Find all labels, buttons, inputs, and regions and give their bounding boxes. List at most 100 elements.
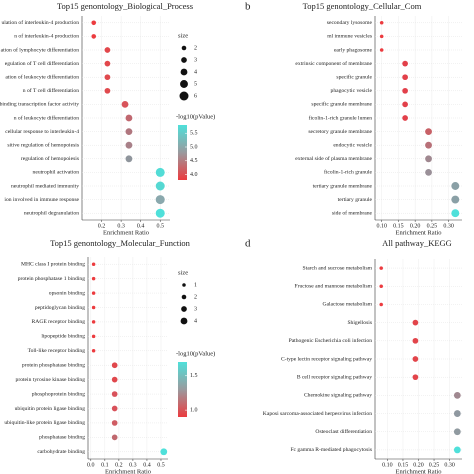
y-tick-label: ation of lymphocyte differentiation	[1, 46, 80, 53]
dot	[451, 209, 460, 218]
size-key	[181, 45, 187, 51]
dot	[91, 320, 96, 324]
y-tick-label: secondary lysosome	[327, 20, 373, 26]
y-tick-label: opsonin binding	[49, 290, 85, 296]
panel-title: Top15 genontology_Molecular_Function	[50, 238, 191, 248]
x-tick-label: 0.10	[376, 223, 387, 229]
dot	[379, 21, 384, 25]
x-tick-label: 0.4	[143, 462, 151, 468]
y-tick-label: neutrophil degranulation	[24, 210, 79, 216]
y-tick-label: Osteoclast differentiation	[315, 428, 372, 435]
size-legend-title: size	[178, 269, 188, 276]
dot	[402, 115, 408, 121]
x-tick-label: 0.1	[101, 462, 109, 468]
dot	[111, 376, 118, 383]
y-tick-label: regulation of hemopoiesis	[21, 155, 79, 162]
x-axis-label: Enrichment Ratio	[395, 229, 441, 236]
dot	[402, 87, 408, 94]
y-tick-label: Galactose metabolism	[322, 302, 372, 308]
size-key-label: 3	[194, 306, 197, 312]
dot	[425, 169, 432, 176]
y-tick-label: ficolin-1-rich granule	[324, 169, 373, 176]
dot	[425, 155, 432, 163]
size-key-label: 6	[194, 93, 197, 99]
x-tick-label: 0.5	[156, 223, 164, 229]
dot	[91, 291, 96, 295]
x-tick-label: 0.10	[382, 462, 393, 468]
y-tick-label: regulation of DNA-binding transcription …	[0, 101, 79, 108]
dot	[104, 87, 111, 94]
size-key-label: 3	[194, 57, 197, 63]
dot	[104, 74, 111, 81]
colorbar-tick-label: 4.5	[190, 158, 198, 164]
dot	[425, 128, 432, 136]
y-tick-label: neutrophil mediated immunity	[11, 183, 79, 189]
y-tick-label: protein tyrosine kinase binding	[16, 377, 86, 383]
colorbar	[178, 125, 187, 180]
dot	[402, 101, 408, 108]
x-axis-label: Enrichment Ratio	[103, 229, 149, 236]
dot	[111, 420, 118, 426]
dot	[160, 448, 168, 456]
y-tick-label: specific granule membrane	[311, 101, 372, 108]
y-tick-label: Starch and sucrose metabolism	[303, 265, 373, 271]
dot	[91, 34, 97, 39]
y-tick-label: ulation of interleukin-4 production	[1, 19, 79, 26]
y-tick-label: C-type lectin receptor signaling pathway	[281, 356, 372, 362]
y-tick-label: protein phosphatase binding	[22, 362, 85, 368]
size-key	[181, 57, 187, 63]
dot	[111, 434, 118, 441]
y-tick-label: ubiquitin-like protein ligase binding	[4, 420, 85, 426]
y-tick-label: Pathogenic Escherichia coli infection	[289, 337, 373, 344]
dot	[379, 34, 384, 39]
dot	[402, 60, 408, 67]
dot	[91, 276, 96, 281]
colorbar-tick-label: 1.0	[190, 408, 198, 414]
y-tick-label: n of leukocyte differentiation	[14, 114, 79, 121]
size-key-label: 2	[194, 294, 197, 300]
x-tick-label: 0.25	[427, 223, 438, 229]
y-tick-label: tertiary granule membrane	[313, 183, 373, 189]
y-tick-label: Toll-like receptor binding	[28, 348, 86, 354]
dot	[91, 334, 96, 339]
dot	[155, 195, 165, 205]
x-tick-label: 0.3	[117, 223, 125, 229]
colorbar-tick-label: 5.5	[190, 131, 198, 137]
dot	[412, 319, 419, 326]
dot	[125, 141, 133, 149]
y-tick-label: Kaposi sarcoma-associated herpesvirus in…	[263, 410, 372, 417]
dot	[453, 410, 461, 417]
y-tick-label: extrinsic component of membrane	[295, 60, 372, 67]
dot	[451, 195, 460, 204]
y-tick-label: protein phosphatase 1 binding	[18, 276, 85, 282]
y-tick-label: RAGE receptor binding	[32, 319, 86, 325]
y-tick-label: endocytic vesicle	[333, 142, 372, 148]
dot	[453, 391, 461, 399]
dot	[111, 391, 118, 397]
y-tick-label: tertiary granule	[338, 197, 373, 203]
colorbar-tick-label: 1.5	[190, 373, 198, 379]
dot	[425, 141, 432, 149]
panel-title: Top15 genontology_Biological_Process	[57, 1, 193, 11]
size-key	[180, 80, 188, 88]
dot	[125, 155, 133, 163]
x-tick-label: 0.3	[129, 462, 137, 468]
dot	[91, 20, 97, 26]
dot	[412, 337, 419, 344]
dot	[379, 302, 383, 307]
y-tick-label: neutrophil activation	[33, 170, 80, 176]
y-tick-label: B cell receptor signaling pathway	[297, 374, 372, 380]
dot	[453, 446, 461, 454]
dot	[111, 362, 118, 369]
y-tick-label: Fructose and mannose metabolism	[294, 284, 372, 290]
x-tick-label: 0.25	[429, 462, 440, 468]
dot	[91, 349, 96, 353]
size-key	[179, 91, 189, 101]
size-key-label: 4	[194, 318, 197, 324]
dot	[125, 114, 133, 122]
y-tick-label: MHC class I protein binding	[21, 261, 85, 267]
dot	[104, 60, 111, 67]
x-axis-label: Enrichment Ratio	[395, 468, 441, 474]
y-tick-label: ion involved in immune response	[4, 197, 79, 203]
x-tick-label: 0.20	[413, 462, 424, 468]
